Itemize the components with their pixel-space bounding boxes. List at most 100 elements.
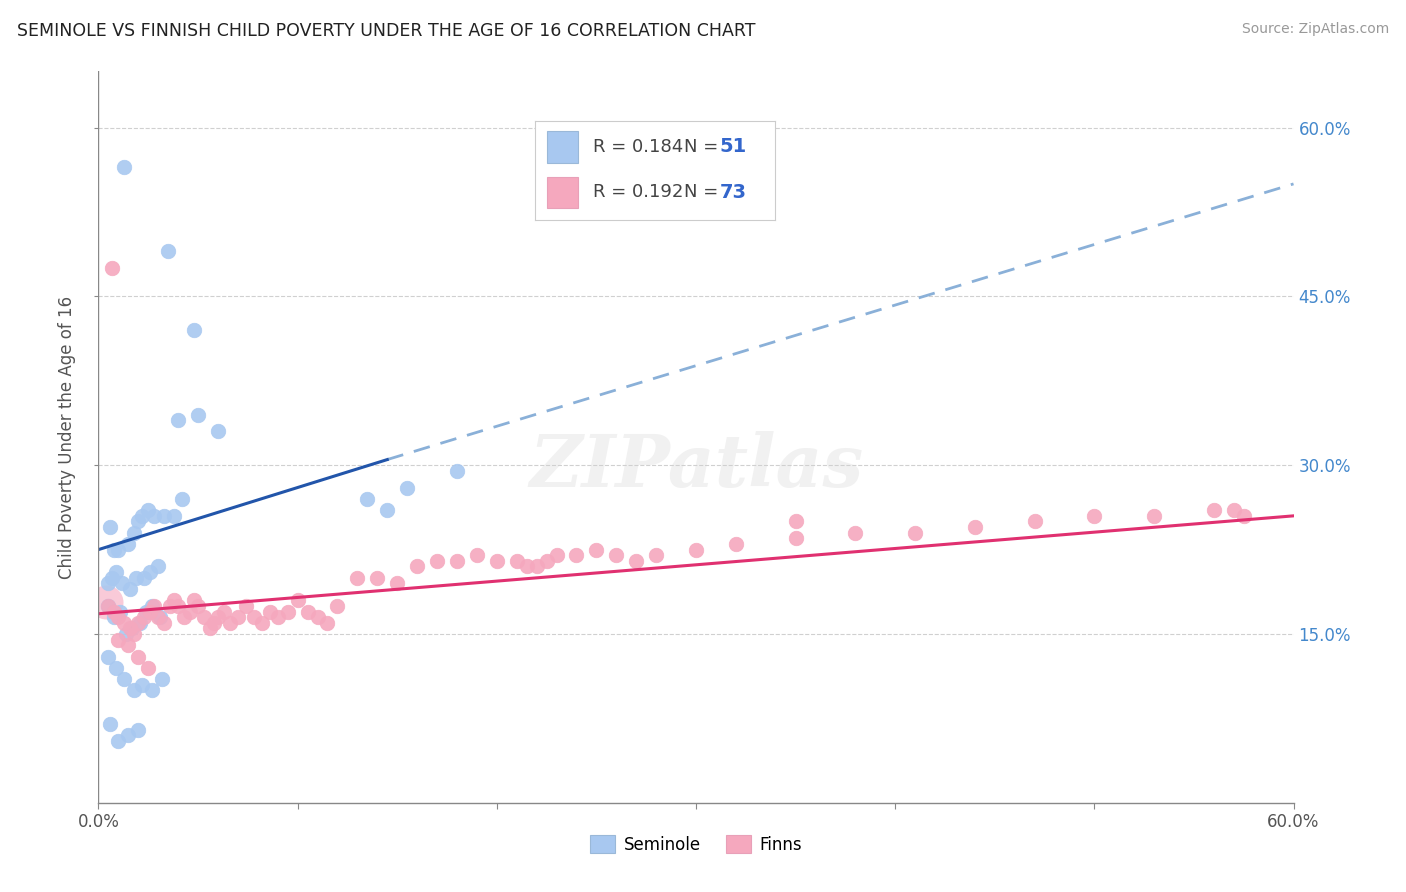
Point	[131, 508, 153, 523]
Point	[125, 571, 148, 585]
Point	[516, 559, 538, 574]
Point	[117, 537, 139, 551]
Point	[546, 548, 568, 562]
Point	[97, 649, 120, 664]
Point	[316, 615, 339, 630]
Point	[219, 615, 242, 630]
Point	[103, 605, 125, 619]
Point	[375, 503, 398, 517]
Point	[506, 554, 529, 568]
Point	[97, 599, 120, 613]
Point	[785, 532, 807, 546]
Point	[127, 649, 149, 664]
Point	[112, 615, 135, 630]
Point	[307, 610, 329, 624]
Point	[124, 683, 146, 698]
Point	[536, 554, 558, 568]
Point	[267, 610, 290, 624]
Point	[120, 621, 142, 635]
Point	[250, 615, 273, 630]
Point	[465, 548, 488, 562]
Point	[406, 559, 429, 574]
Point	[97, 599, 120, 613]
Point	[183, 593, 205, 607]
Point	[172, 491, 194, 506]
Point	[207, 425, 229, 439]
Point	[179, 605, 201, 619]
Point	[163, 508, 186, 523]
Point	[143, 508, 166, 523]
Point	[1143, 508, 1166, 523]
Point	[107, 542, 129, 557]
Point	[785, 515, 807, 529]
Point	[124, 627, 146, 641]
Point	[163, 593, 186, 607]
Bar	[547, 177, 578, 209]
Text: 73: 73	[720, 183, 747, 202]
Point	[124, 525, 146, 540]
Point	[101, 571, 124, 585]
Point	[98, 520, 122, 534]
Point	[167, 599, 190, 613]
Point	[112, 160, 135, 174]
Text: R = 0.192: R = 0.192	[593, 184, 683, 202]
Point	[426, 554, 449, 568]
Point	[98, 717, 122, 731]
Point	[107, 610, 129, 624]
Point	[183, 323, 205, 337]
Point	[187, 408, 209, 422]
Point	[277, 605, 299, 619]
Point	[129, 615, 152, 630]
Point	[141, 599, 163, 613]
Point	[844, 525, 866, 540]
Point	[1223, 503, 1246, 517]
Point	[485, 554, 508, 568]
Point	[366, 571, 388, 585]
Point	[187, 599, 209, 613]
Text: SEMINOLE VS FINNISH CHILD POVERTY UNDER THE AGE OF 16 CORRELATION CHART: SEMINOLE VS FINNISH CHILD POVERTY UNDER …	[17, 22, 755, 40]
Point	[645, 548, 668, 562]
Point	[105, 565, 128, 579]
Point	[149, 610, 172, 624]
Point	[136, 503, 159, 517]
Point	[101, 261, 124, 276]
Point	[202, 615, 225, 630]
Point	[685, 542, 707, 557]
Point	[526, 559, 548, 574]
Point	[120, 582, 142, 596]
Y-axis label: Child Poverty Under the Age of 16: Child Poverty Under the Age of 16	[58, 295, 76, 579]
Point	[235, 599, 257, 613]
Point	[626, 554, 648, 568]
Point	[150, 672, 173, 686]
Point	[111, 576, 134, 591]
Point	[326, 599, 349, 613]
Point	[565, 548, 588, 562]
Text: N =: N =	[683, 184, 724, 202]
Point	[134, 610, 156, 624]
Point	[396, 481, 419, 495]
Text: R = 0.184: R = 0.184	[593, 137, 683, 156]
Point	[107, 734, 129, 748]
Text: 51: 51	[720, 137, 747, 156]
Point	[148, 610, 170, 624]
Point	[356, 491, 378, 506]
Point	[127, 615, 149, 630]
Point	[131, 678, 153, 692]
Point	[167, 413, 190, 427]
Point	[117, 638, 139, 652]
Point	[117, 728, 139, 742]
Point	[135, 605, 157, 619]
Point	[139, 605, 162, 619]
Point	[1024, 515, 1046, 529]
Point	[112, 672, 135, 686]
Point	[226, 610, 249, 624]
Point	[1202, 503, 1225, 517]
Point	[103, 610, 125, 624]
Point	[585, 542, 607, 557]
Point	[143, 599, 166, 613]
Point	[446, 464, 468, 478]
Point	[212, 605, 235, 619]
Point	[153, 508, 176, 523]
Point	[1233, 508, 1256, 523]
Point	[115, 627, 138, 641]
